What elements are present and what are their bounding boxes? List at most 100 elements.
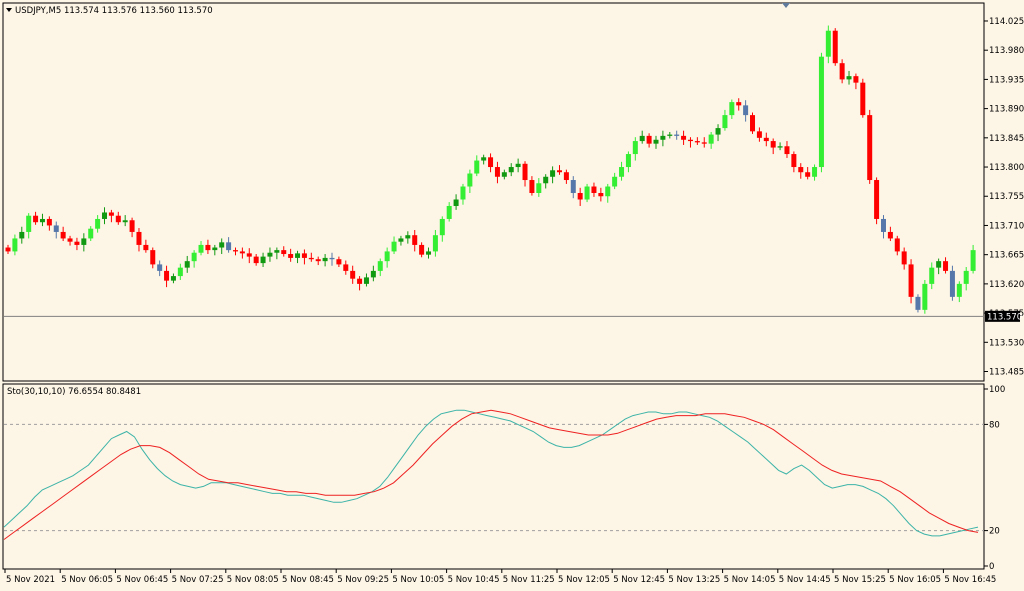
candle-body [439, 218, 445, 236]
time-label: 5 Nov 14:45 [779, 575, 831, 585]
candle-body [777, 146, 783, 148]
candle-body [674, 134, 680, 136]
candle-body [88, 228, 94, 239]
price-tick-label: 113.980 [989, 46, 1024, 56]
candle-body [598, 193, 604, 197]
candle-body [839, 63, 845, 80]
time-label: 5 Nov 06:05 [61, 575, 113, 585]
time-label: 5 Nov 12:45 [613, 575, 665, 585]
candle-body [253, 256, 259, 264]
candle-body [915, 296, 921, 310]
price-tick-label: 113.845 [989, 134, 1024, 144]
chart-shift-marker-icon[interactable] [782, 3, 790, 8]
time-label: 5 Nov 10:45 [448, 575, 500, 585]
candle-body [226, 242, 232, 251]
time-label: 5 Nov 08:45 [282, 575, 334, 585]
candle-body [301, 253, 307, 258]
candle-body [343, 264, 349, 271]
candle-body [805, 172, 811, 177]
candle-body [494, 167, 500, 177]
candle-body [639, 135, 645, 142]
candle-body [232, 250, 238, 252]
price-tick-label: 113.620 [989, 280, 1024, 290]
candle-body [474, 160, 480, 174]
price-tick-label: 113.800 [989, 163, 1024, 173]
candle-body [446, 205, 452, 219]
indicator-tick-label: 0 [989, 562, 994, 572]
indicator-tick-label: 80 [989, 420, 1000, 430]
price-tick-label: 113.530 [989, 338, 1024, 348]
candle-body [260, 256, 266, 264]
time-label: 5 Nov 14:05 [724, 575, 776, 585]
candle-body [46, 218, 52, 226]
candle-body [949, 270, 955, 297]
stochastic-lines [3, 409, 979, 540]
price-tick-label: 113.710 [989, 221, 1024, 231]
candle-body [860, 82, 866, 116]
time-label: 5 Nov 09:25 [337, 575, 389, 585]
candle-body [577, 193, 583, 200]
candle-body [736, 102, 742, 106]
candle-body [157, 264, 163, 271]
candle-body [832, 30, 838, 64]
candle-body [729, 102, 735, 116]
candle-body [357, 278, 363, 284]
candle-body [770, 141, 776, 148]
candle-body [694, 141, 700, 143]
time-label: 5 Nov 10:05 [392, 575, 444, 585]
candle-body [350, 270, 356, 279]
candle-series [5, 25, 976, 314]
candle-body [591, 186, 597, 193]
candle-body [219, 242, 225, 248]
price-tick-label: 113.485 [989, 368, 1024, 378]
candle-body [26, 215, 32, 232]
candle-body [901, 251, 907, 265]
candle-body [143, 244, 149, 251]
candle-body [756, 131, 762, 138]
time-label: 5 Nov 15:25 [834, 575, 886, 585]
candle-body [488, 157, 494, 168]
candle-body [136, 231, 142, 245]
candle-body [370, 270, 376, 278]
candle-body [784, 146, 790, 155]
candle-body [33, 215, 39, 223]
price-tick-label: 113.755 [989, 192, 1024, 202]
candle-body [750, 115, 756, 132]
candle-body [625, 154, 631, 168]
time-label: 5 Nov 16:05 [889, 575, 941, 585]
candle-body [619, 167, 625, 177]
candle-body [308, 257, 314, 260]
candle-body [874, 180, 880, 219]
candle-body [970, 250, 976, 271]
candle-body [295, 253, 301, 258]
candle-body [846, 76, 852, 80]
candle-body [563, 172, 569, 181]
candle-body [67, 238, 73, 242]
candle-body [384, 251, 390, 262]
candle-body [929, 267, 935, 284]
candle-body [191, 252, 197, 262]
candle-body [239, 251, 245, 254]
candle-body [660, 135, 666, 140]
candle-body [198, 244, 204, 253]
dropdown-triangle-icon[interactable] [6, 8, 12, 12]
candle-body [405, 235, 411, 239]
candle-body [818, 56, 824, 168]
candle-body [426, 251, 432, 255]
candle-body [536, 183, 542, 193]
candle-body [667, 134, 673, 136]
time-label: 5 Nov 08:05 [227, 575, 279, 585]
candle-body [522, 163, 528, 181]
time-label: 5 Nov 07:25 [172, 575, 224, 585]
candle-body [612, 176, 618, 187]
candle-body [391, 241, 397, 252]
time-label: 5 Nov 16:45 [944, 575, 996, 585]
indicator-panel[interactable] [2, 383, 985, 570]
candle-body [853, 76, 859, 83]
candle-body [570, 180, 576, 193]
candle-body [12, 238, 18, 252]
candle-body [550, 170, 556, 177]
candle-body [687, 139, 693, 142]
candle-body [129, 220, 135, 232]
